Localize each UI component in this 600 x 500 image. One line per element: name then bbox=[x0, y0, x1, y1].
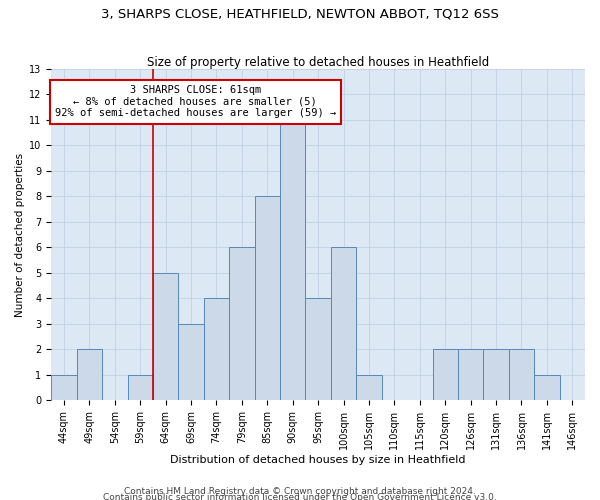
Bar bbox=[484, 350, 509, 401]
Bar bbox=[356, 375, 382, 400]
Bar bbox=[77, 350, 102, 401]
Bar bbox=[51, 375, 77, 400]
Bar bbox=[254, 196, 280, 400]
Bar bbox=[178, 324, 204, 400]
Text: 3 SHARPS CLOSE: 61sqm
← 8% of detached houses are smaller (5)
92% of semi-detach: 3 SHARPS CLOSE: 61sqm ← 8% of detached h… bbox=[55, 85, 336, 118]
Bar bbox=[128, 375, 153, 400]
Bar bbox=[305, 298, 331, 400]
Bar bbox=[331, 248, 356, 400]
Y-axis label: Number of detached properties: Number of detached properties bbox=[15, 152, 25, 316]
Bar bbox=[534, 375, 560, 400]
X-axis label: Distribution of detached houses by size in Heathfield: Distribution of detached houses by size … bbox=[170, 455, 466, 465]
Bar bbox=[458, 350, 484, 401]
Text: Contains public sector information licensed under the Open Government Licence v3: Contains public sector information licen… bbox=[103, 492, 497, 500]
Bar bbox=[229, 248, 254, 400]
Bar bbox=[204, 298, 229, 400]
Bar bbox=[280, 120, 305, 400]
Text: Contains HM Land Registry data © Crown copyright and database right 2024.: Contains HM Land Registry data © Crown c… bbox=[124, 486, 476, 496]
Title: Size of property relative to detached houses in Heathfield: Size of property relative to detached ho… bbox=[147, 56, 489, 68]
Bar bbox=[433, 350, 458, 401]
Bar bbox=[153, 273, 178, 400]
Text: 3, SHARPS CLOSE, HEATHFIELD, NEWTON ABBOT, TQ12 6SS: 3, SHARPS CLOSE, HEATHFIELD, NEWTON ABBO… bbox=[101, 8, 499, 20]
Bar bbox=[509, 350, 534, 401]
